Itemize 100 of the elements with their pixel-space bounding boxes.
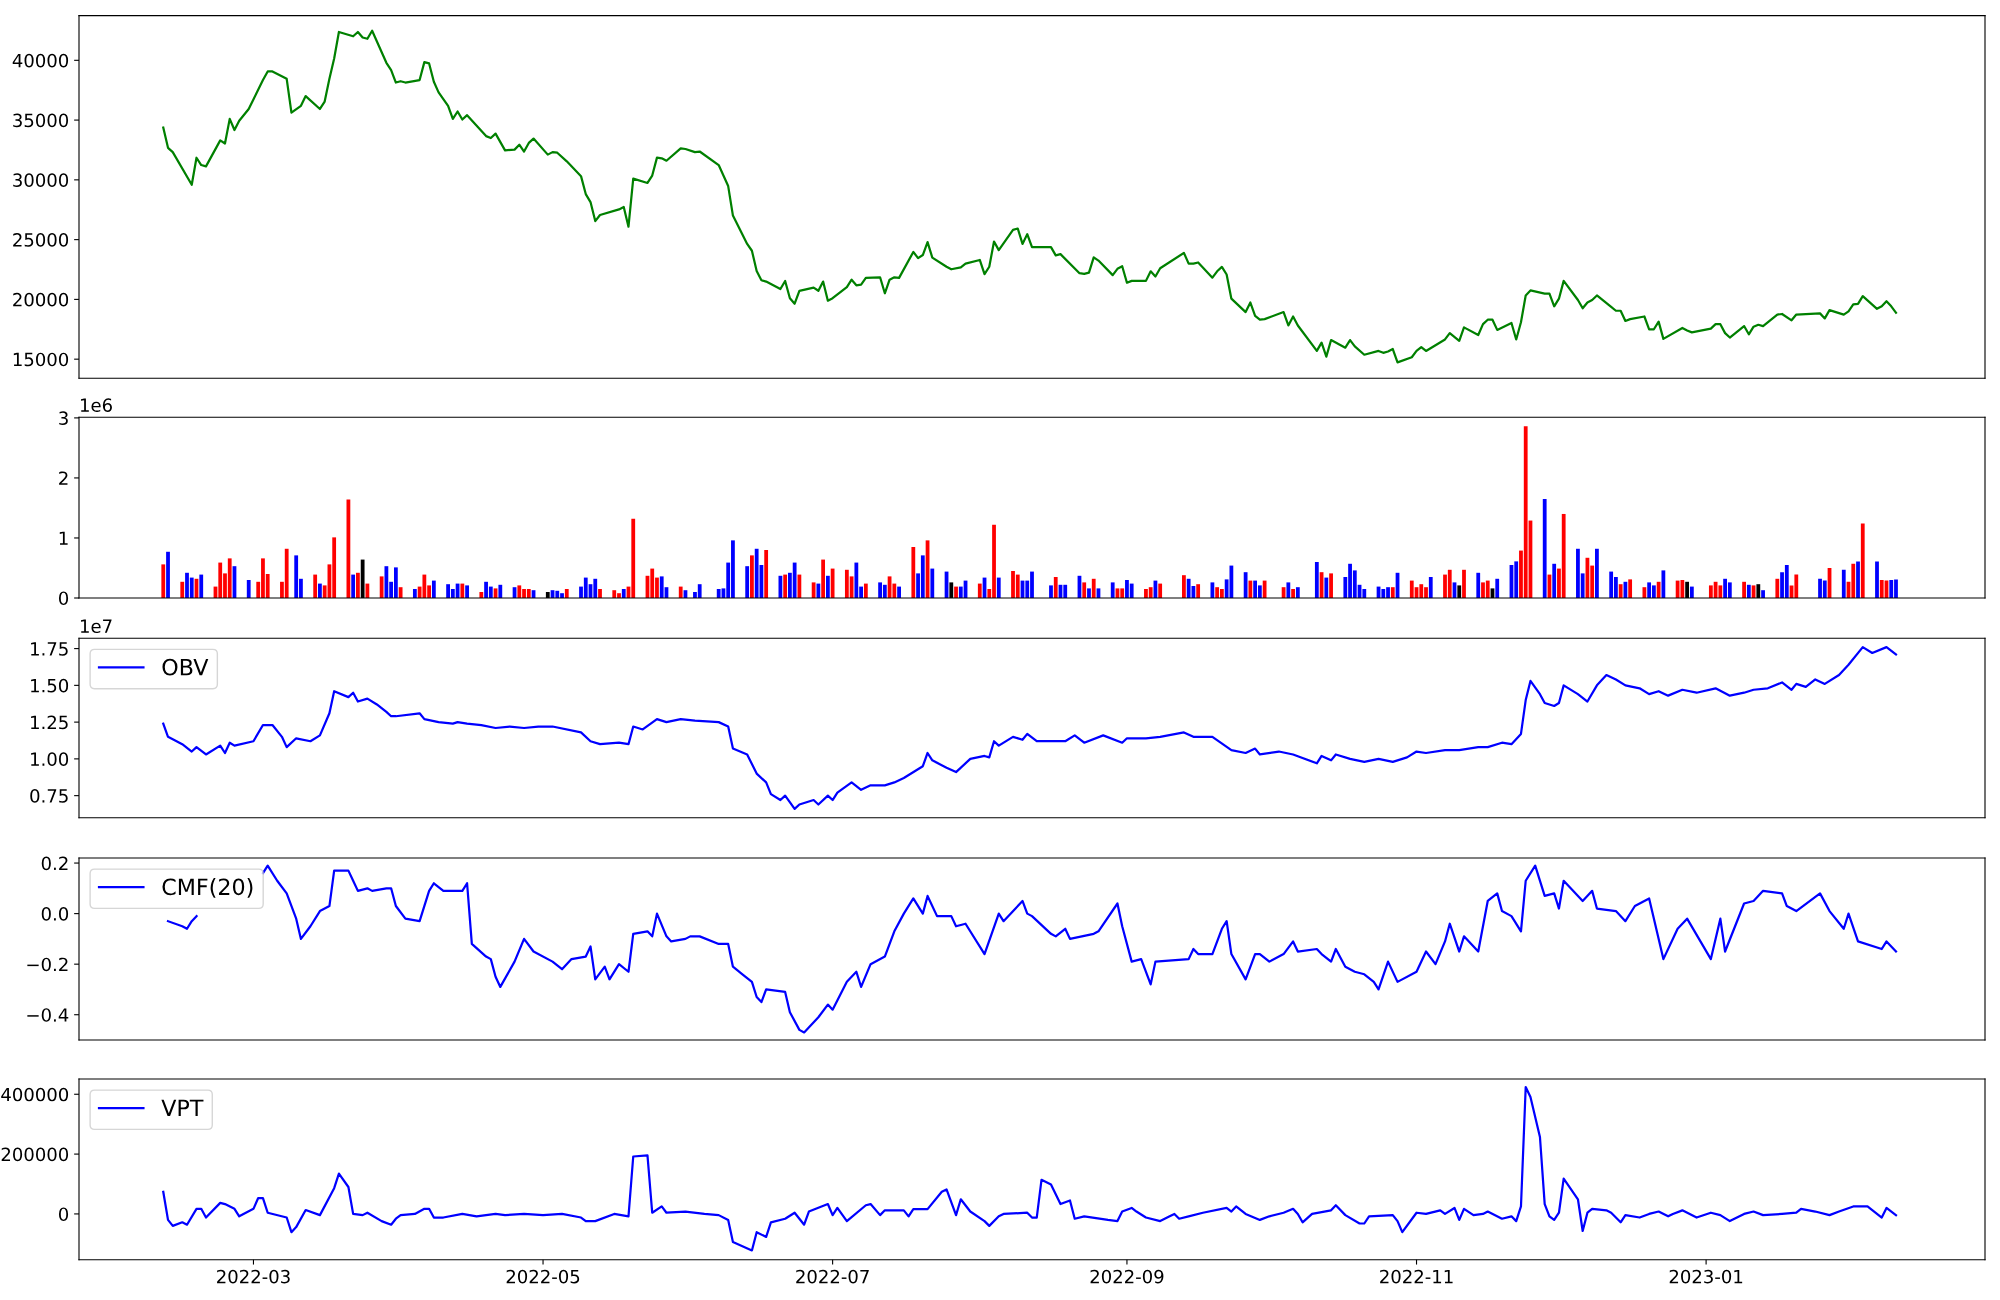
bar xyxy=(1656,581,1661,598)
bar xyxy=(1822,580,1827,598)
x-tick-label: 2022-03 xyxy=(217,1269,290,1284)
y-tick-label: 1 xyxy=(59,531,68,545)
y-tick-label: 200000 xyxy=(1,1147,69,1162)
bar xyxy=(863,583,868,598)
bar xyxy=(612,590,617,598)
y-tick-label: 1.00 xyxy=(31,752,69,766)
legend-label: OBV xyxy=(162,658,209,676)
bar xyxy=(1647,582,1652,598)
bar xyxy=(1841,569,1846,598)
bar xyxy=(716,589,721,598)
x-tick-label: 2022-09 xyxy=(1090,1269,1164,1284)
bar xyxy=(351,574,356,598)
bar xyxy=(1291,589,1295,598)
bar xyxy=(583,577,588,598)
x-tick-label: 2022-07 xyxy=(796,1269,869,1284)
y-tick-label: −0.2 xyxy=(27,957,68,972)
bar xyxy=(1063,584,1068,598)
bar xyxy=(778,575,783,598)
bar xyxy=(1110,582,1115,598)
bar xyxy=(1651,585,1656,598)
bar xyxy=(621,589,626,598)
bar xyxy=(564,589,569,598)
y-tick-label: 400000 xyxy=(1,1087,69,1102)
bar xyxy=(284,548,289,598)
bar xyxy=(1794,574,1799,598)
bar xyxy=(517,585,522,598)
bar xyxy=(1746,584,1751,598)
bar xyxy=(1879,579,1884,598)
bar xyxy=(1210,582,1215,598)
bar xyxy=(783,574,788,598)
bar xyxy=(431,580,436,598)
bar xyxy=(1324,577,1329,598)
y-tick-label: −0.4 xyxy=(27,1008,69,1022)
legend-label: CMF(20) xyxy=(162,878,253,898)
bar xyxy=(1851,563,1856,598)
bar xyxy=(161,564,166,598)
bar xyxy=(1742,581,1746,598)
bar xyxy=(488,586,493,598)
bar xyxy=(526,589,531,598)
bar xyxy=(792,562,797,598)
bar xyxy=(1049,585,1053,598)
bar xyxy=(384,566,389,598)
bar xyxy=(1680,579,1685,598)
bar xyxy=(1485,580,1490,598)
bar xyxy=(1661,570,1666,598)
bar xyxy=(246,579,251,598)
bar xyxy=(313,574,318,598)
bar xyxy=(821,559,826,598)
bar xyxy=(1775,578,1780,598)
bar xyxy=(332,537,337,598)
bar xyxy=(598,589,602,598)
bar xyxy=(1243,572,1248,598)
bar xyxy=(365,583,370,598)
bar xyxy=(1718,585,1723,598)
y-tick-label: 0 xyxy=(58,1207,69,1222)
bar xyxy=(356,572,360,598)
bar xyxy=(1186,578,1191,598)
bar xyxy=(1314,561,1319,598)
bar xyxy=(764,549,769,598)
bar xyxy=(697,584,702,598)
bar xyxy=(977,583,982,598)
bar xyxy=(1552,563,1557,598)
bar xyxy=(460,583,465,598)
y-tick-label: 20000 xyxy=(13,292,69,307)
text: 1e6 xyxy=(80,398,112,412)
bar xyxy=(393,567,398,598)
bar xyxy=(1514,561,1519,598)
bar xyxy=(1642,587,1647,598)
bar xyxy=(1248,580,1253,598)
bar xyxy=(1215,587,1220,598)
bar xyxy=(911,546,916,598)
bar xyxy=(631,518,636,598)
bar xyxy=(1390,587,1395,598)
bar xyxy=(830,568,835,598)
y-tick-label: 1.25 xyxy=(31,715,68,730)
bar xyxy=(1120,588,1125,598)
bar xyxy=(754,548,759,598)
bar xyxy=(920,555,925,598)
y-tick-label: 35000 xyxy=(13,113,69,128)
bar xyxy=(318,583,322,598)
bar xyxy=(1082,582,1087,598)
bar xyxy=(1015,574,1020,598)
bar xyxy=(1196,584,1201,598)
bar xyxy=(1860,523,1865,598)
bar xyxy=(166,551,170,598)
bar xyxy=(659,576,664,598)
bar xyxy=(1329,573,1333,598)
bar xyxy=(379,576,384,598)
line-series xyxy=(162,1085,1898,1252)
bar xyxy=(1689,586,1694,598)
bar xyxy=(816,583,821,598)
bar xyxy=(1495,578,1500,598)
bar xyxy=(1708,585,1713,598)
y-tick-label: 30000 xyxy=(13,173,69,187)
bar xyxy=(1784,564,1789,598)
y-tick-label: 25000 xyxy=(13,233,69,247)
bar xyxy=(1761,590,1765,598)
bar xyxy=(398,587,403,598)
